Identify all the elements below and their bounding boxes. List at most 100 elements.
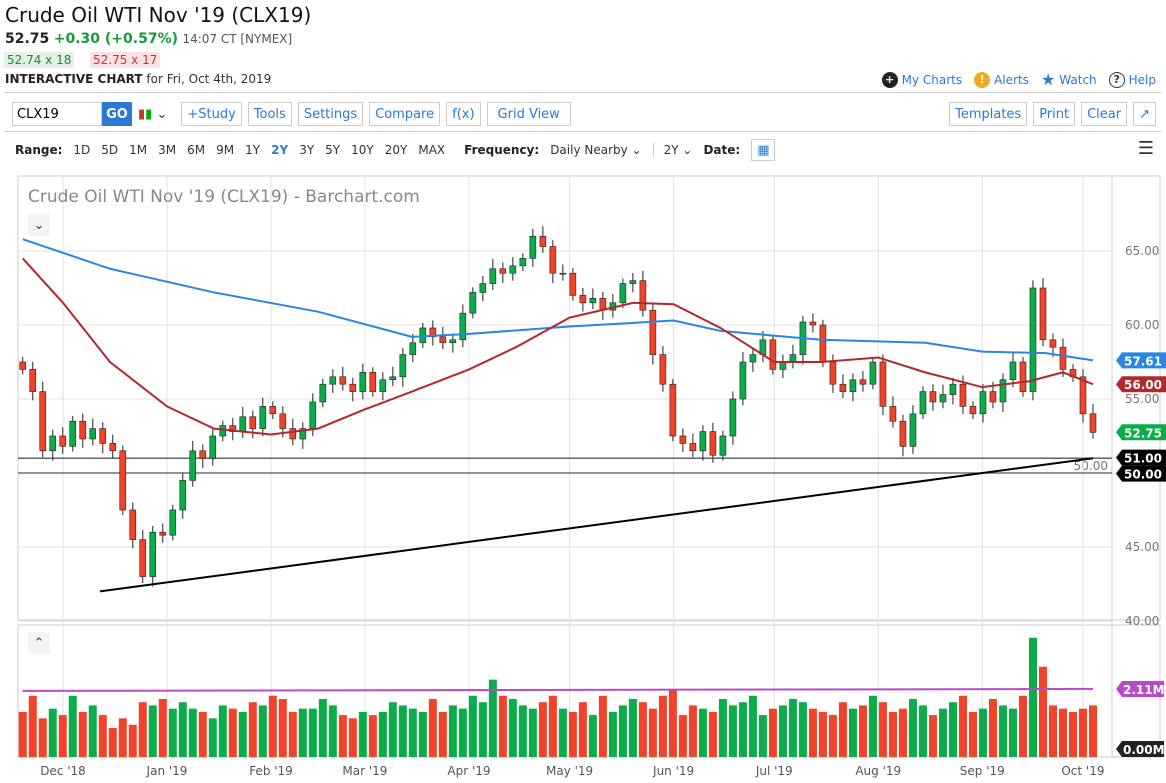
volume-bar <box>298 708 307 757</box>
volume-bar <box>428 698 437 757</box>
expand-volume-chevron-icon[interactable]: ⌃ <box>28 632 50 654</box>
symbol-input[interactable] <box>12 102 102 126</box>
candle <box>429 327 437 338</box>
candle <box>859 379 867 385</box>
candle <box>259 406 267 429</box>
volume-bar <box>488 679 497 757</box>
volume-bar <box>168 708 177 757</box>
volume-bar <box>1018 695 1027 757</box>
candle <box>799 321 807 355</box>
range-1d[interactable]: 1D <box>73 143 91 157</box>
range-2y[interactable]: 2Y <box>271 143 289 157</box>
volume-bar <box>88 705 97 757</box>
alerts-link[interactable]: ! Alerts <box>974 71 1029 88</box>
range-5y[interactable]: 5Y <box>325 143 341 157</box>
range-6m[interactable]: 6M <box>187 143 206 157</box>
volume-bar <box>518 705 527 757</box>
candle <box>219 425 227 437</box>
clear-button[interactable]: Clear <box>1081 102 1128 126</box>
range-options: 1D 5D 1M 3M 6M 9M 1Y 2Y 3Y 5Y 10Y 20Y MAX <box>73 143 445 157</box>
collapse-chevron-icon[interactable]: ⌄ <box>28 214 50 236</box>
price-label-tag <box>1116 376 1166 393</box>
candle <box>99 428 107 444</box>
grid-view-button[interactable]: Grid View <box>486 102 571 126</box>
candle <box>999 379 1007 403</box>
volume-bar <box>248 702 257 757</box>
volume-bar <box>128 724 137 757</box>
candle <box>139 539 147 577</box>
volume-bar <box>958 695 967 757</box>
watch-link[interactable]: ★ Watch <box>1041 70 1097 89</box>
candle <box>459 312 467 341</box>
y-tick-label: 45.00 <box>1125 540 1159 554</box>
candle <box>539 235 547 247</box>
y-tick-label: 65.00 <box>1125 244 1159 258</box>
range-3m[interactable]: 3M <box>158 143 177 157</box>
study-button[interactable]: +Study <box>181 102 242 126</box>
range-1y[interactable]: 1Y <box>245 143 261 157</box>
volume-bar <box>908 698 917 757</box>
price-label-tag <box>1116 424 1166 441</box>
volume-bar <box>738 702 747 757</box>
calendar-icon[interactable]: ▦ <box>751 139 776 161</box>
candle <box>559 272 567 275</box>
frequency-dropdown[interactable]: Daily Nearby ⌄ <box>550 143 642 157</box>
x-tick-label: Dec '18 <box>40 764 86 778</box>
volume-bar <box>628 698 637 757</box>
candle <box>409 342 417 355</box>
volume-bar <box>708 711 717 757</box>
my-charts-link[interactable]: + My Charts <box>881 71 962 88</box>
templates-button[interactable]: Templates <box>949 102 1028 126</box>
range-10y[interactable]: 10Y <box>351 143 374 157</box>
range-1m[interactable]: 1M <box>129 143 148 157</box>
chart-label-title: INTERACTIVE CHART <box>5 72 143 86</box>
volume-bar <box>828 715 837 757</box>
candle <box>719 435 727 456</box>
volume-bar <box>268 695 277 757</box>
expand-icon[interactable]: ↗ <box>1133 102 1156 126</box>
candle <box>829 361 837 385</box>
candle <box>1069 369 1077 378</box>
candle <box>339 376 347 385</box>
settings-button[interactable]: Settings <box>297 102 364 126</box>
go-button[interactable]: GO <box>102 102 132 126</box>
candle <box>679 435 687 444</box>
volume-bar <box>548 695 557 757</box>
candle <box>699 431 707 452</box>
volume-bar <box>438 711 447 757</box>
volume-bar <box>868 695 877 757</box>
range-max[interactable]: MAX <box>418 143 446 157</box>
volume-bar <box>938 708 947 757</box>
candle <box>449 339 457 344</box>
help-link[interactable]: ? Help <box>1108 71 1156 88</box>
volume-bar <box>528 708 537 757</box>
fx-button[interactable]: f(x) <box>446 102 481 126</box>
candle <box>169 509 177 536</box>
volume-bar <box>448 705 457 757</box>
compare-button[interactable]: Compare <box>369 102 441 126</box>
print-button[interactable]: Print <box>1033 102 1076 126</box>
volume-bar <box>558 708 567 757</box>
tools-button[interactable]: Tools <box>247 102 292 126</box>
chart-date: for Fri, Oct 4th, 2019 <box>146 72 272 86</box>
range-5d[interactable]: 5D <box>101 143 119 157</box>
period-dropdown[interactable]: 2Y ⌄ <box>652 143 692 157</box>
volume-bar <box>218 705 227 757</box>
candle <box>759 339 767 355</box>
candle <box>89 428 97 440</box>
volume-bar <box>408 708 417 757</box>
candle <box>749 354 757 363</box>
candle <box>789 354 797 363</box>
price-change: +0.30 (+0.57%) <box>53 31 178 47</box>
candle <box>49 435 57 452</box>
chart-type-dropdown[interactable]: ▮▮ ⌄ <box>138 106 168 122</box>
menu-icon[interactable]: ☰ <box>1137 138 1154 159</box>
range-3y[interactable]: 3Y <box>299 143 315 157</box>
volume-bar <box>578 702 587 757</box>
volume-bar <box>858 705 867 757</box>
volume-bar <box>918 705 927 757</box>
range-20y[interactable]: 20Y <box>384 143 408 157</box>
volume-bar <box>928 715 937 757</box>
range-9m[interactable]: 9M <box>216 143 235 157</box>
volume-bar <box>258 705 267 757</box>
